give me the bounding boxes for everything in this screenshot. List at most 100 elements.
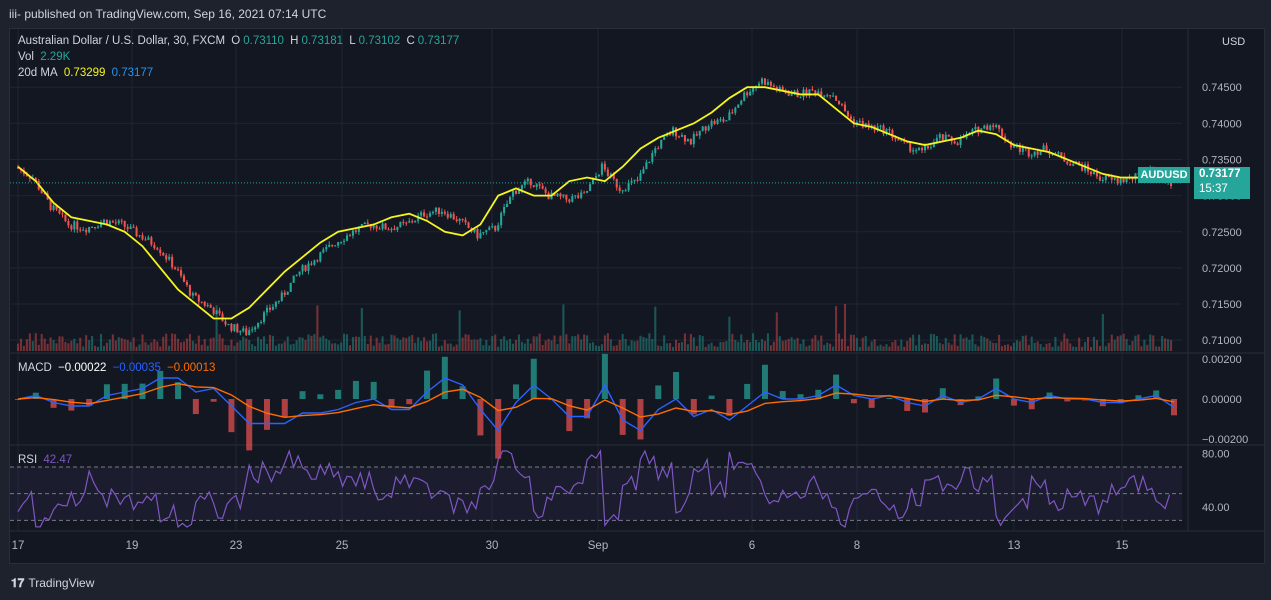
candle-body (636, 179, 639, 181)
candle-body (941, 134, 944, 141)
volume-bar (1101, 314, 1104, 351)
volume-bar (446, 343, 449, 351)
candle-body (740, 100, 743, 105)
candle-body (526, 178, 529, 182)
chart-panel[interactable]: 0.745000.740000.735000.730000.725000.720… (9, 28, 1265, 564)
volume-bar (322, 335, 325, 351)
candle-body (455, 219, 458, 222)
candle-body (820, 91, 823, 97)
candle-body (544, 188, 547, 193)
volume-bar (381, 336, 384, 351)
volume-bar (236, 342, 239, 351)
candle-body (562, 194, 565, 197)
candle-body (343, 240, 346, 242)
volume-bar (473, 339, 476, 351)
macd-hist-bar (299, 391, 306, 399)
volume-bar (752, 333, 755, 351)
volume-bar (307, 334, 310, 351)
volume-bar (547, 338, 550, 351)
volume-bar (1161, 335, 1164, 351)
candle-body (251, 329, 254, 331)
volume-bar (1018, 341, 1021, 351)
grid-lines (10, 29, 1264, 532)
candle-body (719, 119, 722, 121)
candle-body (509, 196, 512, 204)
volume-bar (334, 343, 337, 351)
macd-hist-bar (157, 370, 164, 399)
volume-bar (683, 333, 686, 351)
macd-hist-bar (779, 391, 786, 399)
volume-bar (61, 336, 64, 351)
ma-value: 0.73299 (63, 67, 106, 79)
chart-canvas[interactable]: 0.745000.740000.735000.730000.725000.720… (10, 29, 1264, 563)
candle-body (310, 263, 313, 265)
volume-bar (179, 342, 183, 351)
macd-hist-bar (1135, 395, 1142, 399)
volume-bar (399, 339, 402, 351)
volume-bar (535, 336, 538, 351)
volume-bar (624, 338, 627, 351)
candle-body (840, 104, 844, 106)
candle-body (331, 244, 334, 247)
volume-bar (1113, 339, 1116, 351)
brand-logo[interactable]: 𝟏𝟕 TradingView (11, 576, 94, 591)
candle-body (224, 321, 227, 325)
candle-body (64, 214, 67, 222)
candle-body (669, 134, 672, 136)
volume-bar (912, 334, 915, 351)
x-tick-label: 25 (336, 540, 349, 552)
macd-hist-bar (512, 384, 519, 399)
volume-bar (366, 344, 369, 351)
candle-body (790, 93, 793, 96)
volume-bar (479, 338, 482, 351)
volume-bar (248, 340, 251, 351)
candle-body (597, 174, 601, 177)
volume-bar (657, 345, 660, 351)
vol-label: Vol (18, 51, 34, 63)
volume-bar (618, 340, 621, 351)
candle-body (304, 265, 307, 271)
x-tick-label: 17 (12, 540, 25, 552)
volume-bar (583, 334, 586, 351)
macd-hist-bar (192, 399, 199, 415)
volume-bar (1128, 345, 1131, 351)
candle-body (156, 248, 159, 250)
candle-body (221, 313, 224, 322)
candle-body (737, 104, 740, 108)
volume-bar (428, 340, 432, 351)
volume-bar (1006, 344, 1010, 351)
macd-hist-bar (1153, 390, 1160, 399)
volume-bar (672, 346, 675, 351)
volume-bar (242, 336, 245, 351)
volume-bar (725, 340, 728, 351)
volume-bar (1015, 340, 1018, 351)
candle-body (135, 227, 138, 237)
macd-legend: MACD −0.00022 −0.00035 −0.00013 (18, 362, 218, 374)
volume-bar (488, 345, 491, 351)
volume-bar (1116, 336, 1119, 351)
volume-bar (411, 334, 414, 351)
volume-bar (962, 338, 965, 351)
candles (16, 77, 1173, 337)
candle-body (520, 185, 523, 190)
candle-body (464, 219, 467, 223)
volume-bar (817, 340, 820, 351)
candle-body (114, 222, 117, 224)
ma-value-2: 0.73177 (111, 67, 154, 79)
volume-bar (541, 344, 544, 351)
candle-body (778, 87, 781, 91)
candle-body (431, 211, 435, 214)
macd-signal-value: −0.00035 (112, 362, 161, 374)
volume-bar (802, 339, 805, 351)
macd-hist-bar (459, 386, 466, 399)
candle-body (734, 107, 737, 113)
volume-bar (606, 333, 609, 351)
x-tick-label: Sep (588, 540, 608, 552)
candle-body (938, 134, 941, 138)
volume-bar (79, 337, 82, 351)
volume-bar (206, 345, 209, 351)
candle-body (713, 120, 716, 124)
macd-hist-bar (530, 358, 537, 399)
volume-bar (286, 336, 289, 351)
candle-body (826, 95, 829, 97)
